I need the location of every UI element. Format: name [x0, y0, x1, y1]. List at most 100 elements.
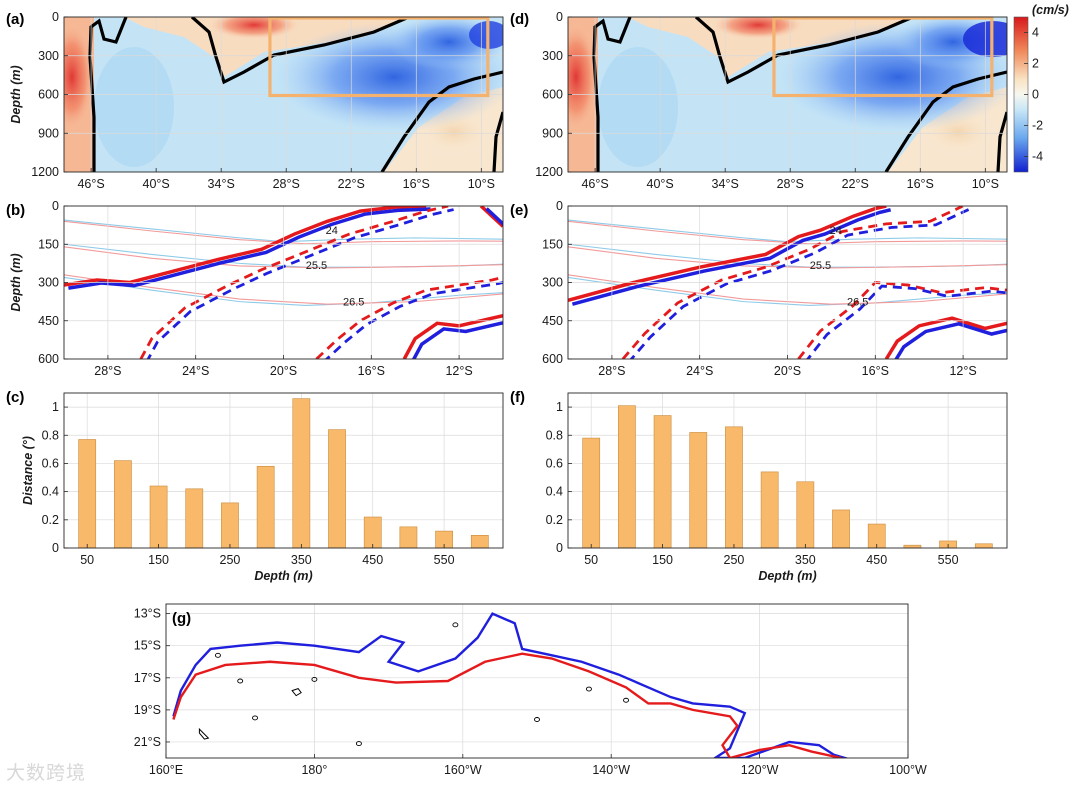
y-tick-label: 0: [52, 10, 59, 24]
x-tick-label: 34°S: [712, 177, 739, 191]
x-tick-label: 350: [795, 553, 816, 567]
island: [355, 741, 362, 747]
map-field: [172, 612, 850, 758]
colorbar-tick-label: -2: [1032, 119, 1043, 133]
y-tick-label: 1200: [535, 165, 563, 179]
island: [452, 622, 459, 628]
warm-core-top: [713, 17, 803, 39]
isopycnal-label: 25.5: [306, 260, 327, 272]
blue-solid-corner: [485, 207, 503, 227]
y-tick-label: 0: [556, 541, 563, 555]
blue-dashed-contour: [146, 208, 454, 359]
y-tick-label: 1: [52, 400, 59, 414]
bar: [618, 405, 636, 549]
y-axis-label: Depth (m): [9, 253, 23, 311]
warm-core-west: [568, 22, 598, 132]
y-tick-label: 300: [38, 49, 59, 63]
x-tick-label: 22°S: [338, 177, 365, 191]
y-tick-label: 300: [38, 276, 59, 290]
panel-f: 50 150 250 350 450 550 0 0.2 0.4 0.6 0.8 1 Depth (m): [546, 392, 1008, 583]
y-tick-label: 0.2: [546, 513, 563, 527]
isopycnal-label: 24: [830, 225, 842, 237]
y-tick-label: 600: [542, 352, 563, 366]
colorbar-tick-label: -4: [1032, 150, 1043, 164]
island: [252, 715, 258, 721]
y-tick-label: 0.2: [42, 513, 59, 527]
warm-core-west: [64, 22, 94, 132]
blue-solid-contour: [571, 208, 892, 306]
y-tick-label: 0.6: [546, 456, 563, 470]
bar: [256, 465, 275, 549]
bar: [582, 437, 601, 549]
x-tick-label: 160°E: [149, 763, 183, 777]
island: [623, 697, 629, 703]
x-tick-label: 160°W: [444, 763, 482, 777]
red-solid-corner: [479, 206, 503, 228]
y-tick-label: 1: [556, 400, 563, 414]
bar: [328, 429, 346, 549]
y-tick-label: 0: [52, 199, 59, 213]
x-tick-label: 20°S: [270, 364, 297, 378]
y-tick-label: 600: [542, 88, 563, 102]
red-dashed-lower: [315, 276, 503, 359]
x-tick-label: 10°S: [468, 177, 495, 191]
blue-solid-contour: [68, 207, 431, 290]
bar: [363, 516, 382, 549]
zero-contour-top: [190, 17, 410, 85]
y-tick-label: 1200: [31, 165, 59, 179]
x-axis-label: Depth (m): [254, 569, 312, 583]
x-tick-label: 250: [724, 553, 745, 567]
bar: [78, 439, 97, 549]
panel-label-c: (c): [6, 389, 24, 406]
panel-label-g: (g): [172, 610, 191, 627]
line-field: [64, 206, 503, 359]
blue-dashed-contour: [629, 208, 970, 359]
bar: [725, 426, 743, 549]
x-tick-label: 20°S: [774, 364, 801, 378]
axes-frame: [63, 392, 504, 549]
cold-core-edge: [469, 21, 503, 49]
zero-contour-west: [88, 17, 128, 172]
bar: [470, 535, 489, 549]
y-tick-label: 450: [38, 314, 59, 328]
isopycnal-label: 26.5: [343, 296, 364, 308]
x-tick-label: 16°S: [907, 177, 934, 191]
isopycnal-label: 24: [326, 225, 338, 237]
colorbar-tick-label: 4: [1032, 26, 1039, 40]
blue-solid-lower: [894, 321, 1007, 359]
red-solid-lower: [402, 313, 503, 359]
line-field: [568, 206, 1007, 359]
axes-frame: [567, 392, 1008, 549]
island: [214, 652, 221, 658]
x-tick-label: 46°S: [77, 177, 104, 191]
zero-contour-se: [996, 111, 1007, 172]
bar: [399, 526, 418, 549]
y-axis-label: Distance (°): [21, 436, 35, 505]
x-tick-label: 28°S: [777, 177, 804, 191]
heatmap-field: [64, 17, 503, 172]
y-tick-label: 0: [52, 541, 59, 555]
x-tick-label: 350: [291, 553, 312, 567]
x-tick-label: 40°S: [143, 177, 170, 191]
x-tick-label: 28°S: [273, 177, 300, 191]
colorbar: (cm/s) 4 2 0 -2 -4: [1013, 3, 1069, 173]
x-tick-label: 250: [220, 553, 241, 567]
y-tick-label: 0.8: [546, 428, 563, 442]
x-tick-label: 550: [938, 553, 959, 567]
x-tick-label: 16°S: [403, 177, 430, 191]
bar: [760, 471, 779, 549]
zero-contour-top: [694, 17, 914, 85]
study-box: [268, 16, 490, 98]
y-tick-label: 900: [542, 126, 563, 140]
y-tick-label: 600: [38, 88, 59, 102]
red-dashed-contour: [139, 206, 449, 359]
x-tick-label: 22°S: [842, 177, 869, 191]
panel-d: 46°S 40°S 34°S 28°S 22°S 16°S 10°S 0 300 600 900 12…: [535, 10, 1008, 191]
y-tick-label: 0.6: [42, 456, 59, 470]
y-tick-label: 150: [542, 237, 563, 251]
panel-label-e: (e): [510, 202, 528, 219]
bar: [689, 432, 708, 549]
bar: [653, 415, 672, 549]
y-tick-label: 13°S: [134, 607, 161, 621]
